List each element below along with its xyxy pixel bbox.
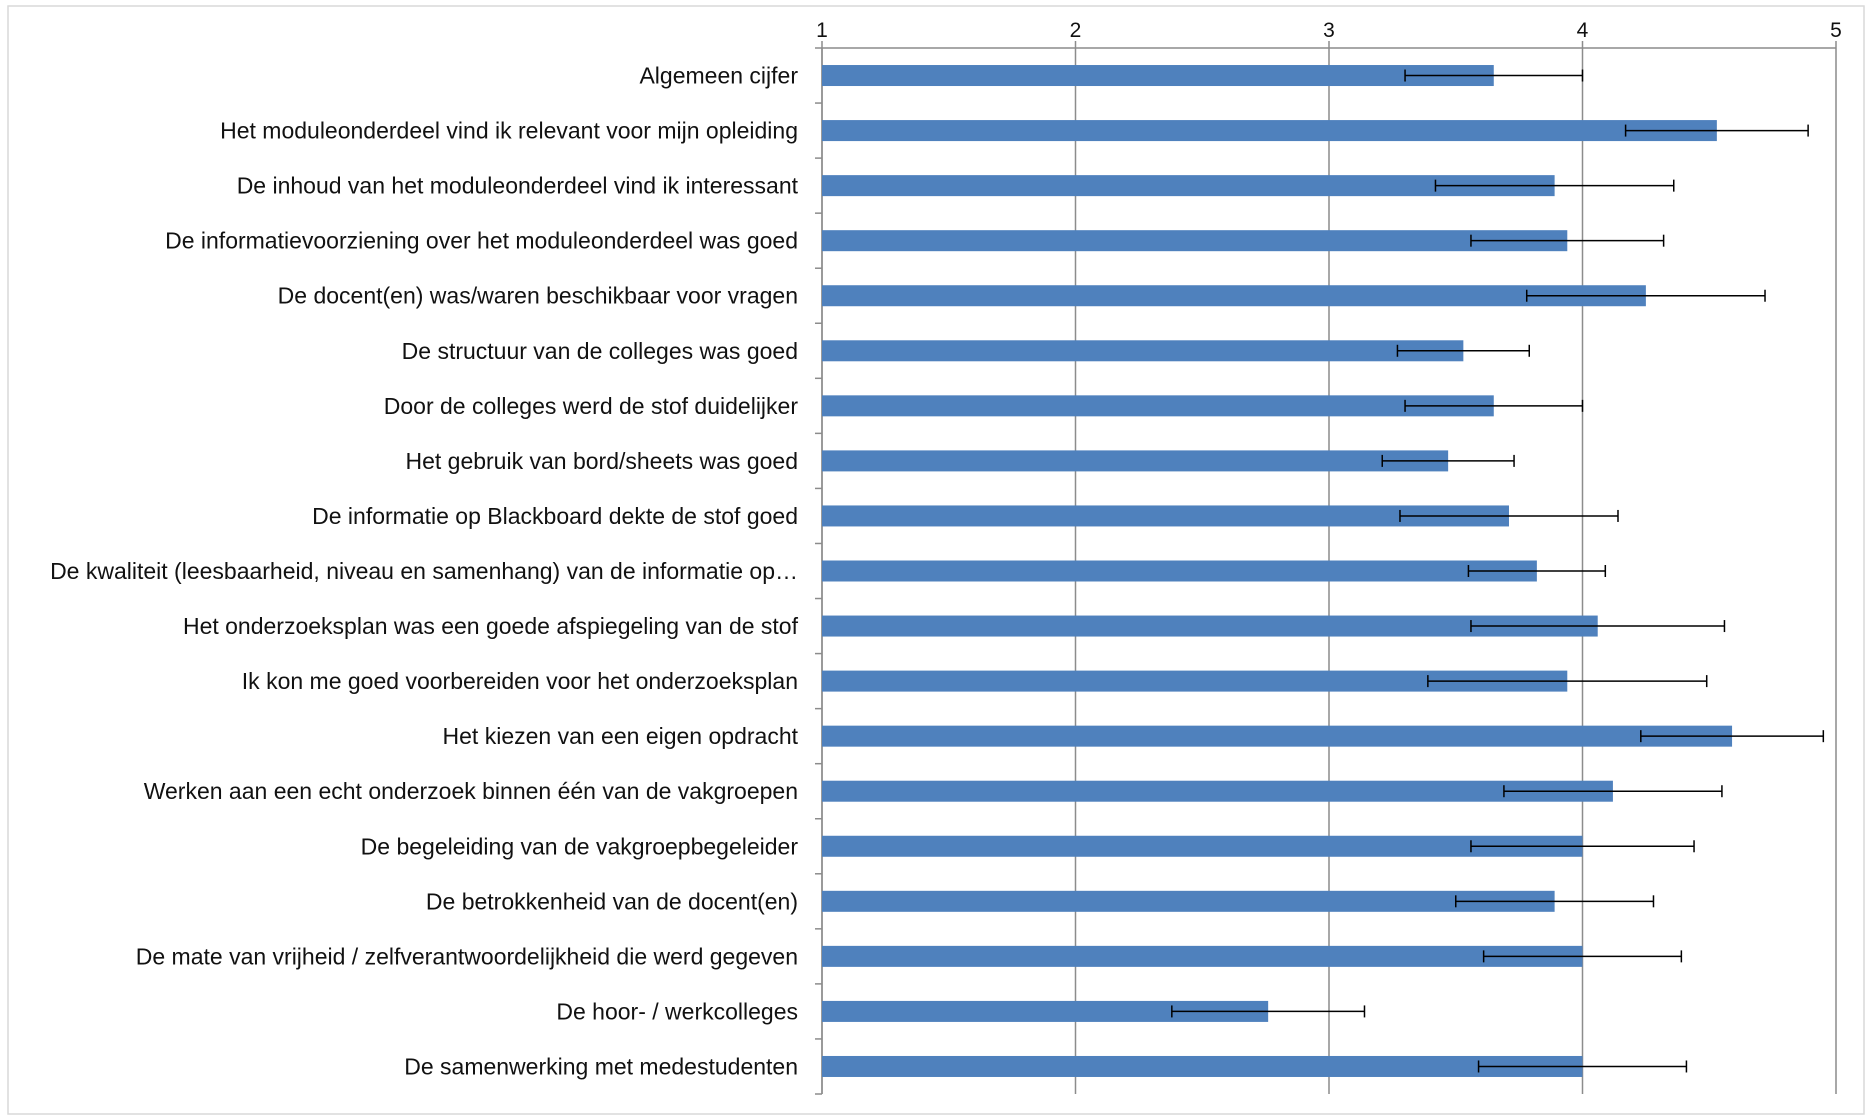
error-bars-layer: [1171, 69, 1825, 1073]
bar: [822, 670, 1568, 692]
bar: [822, 120, 1717, 142]
category-label: Door de colleges werd de stof duidelijke…: [384, 393, 799, 419]
category-label: De informatievoorziening over het module…: [165, 228, 798, 254]
bar: [822, 835, 1583, 857]
category-label: De structuur van de colleges was goed: [402, 338, 798, 364]
bar: [822, 395, 1494, 417]
bar: [822, 1000, 1269, 1022]
bars-layer: [822, 65, 1733, 1077]
category-label: De inhoud van het moduleonderdeel vind i…: [237, 173, 799, 199]
bar: [822, 615, 1598, 637]
tick-labels-layer: 1 2 3 4 5: [816, 19, 1842, 42]
category-label: Het gebruik van bord/sheets was goed: [405, 448, 798, 474]
category-label: De docent(en) was/waren beschikbaar voor…: [278, 283, 798, 309]
category-label: Het kiezen van een eigen opdracht: [443, 723, 799, 749]
x-tick-label: 1: [816, 19, 828, 42]
bar: [822, 505, 1509, 527]
category-label: De betrokkenheid van de docent(en): [426, 888, 798, 914]
x-tick-label: 5: [1830, 19, 1842, 42]
category-label: Werken aan een echt onderzoek binnen één…: [144, 778, 798, 804]
category-label: Ik kon me goed voorbereiden voor het ond…: [242, 668, 798, 694]
category-label: De begeleiding van de vakgroepbegeleider: [361, 833, 799, 859]
x-tick-label: 2: [1070, 19, 1082, 42]
bar: [822, 780, 1613, 802]
bar: [822, 175, 1555, 197]
bar: [822, 230, 1568, 252]
category-label: Het onderzoeksplan was een goede afspieg…: [183, 613, 799, 639]
category-label: Het moduleonderdeel vind ik relevant voo…: [220, 118, 798, 144]
bar: [822, 65, 1494, 87]
category-label: De samenwerking met medestudenten: [404, 1053, 798, 1079]
category-label: De mate van vrijheid / zelfverantwoordel…: [136, 943, 798, 969]
bar: [822, 1055, 1583, 1077]
x-tick-label: 3: [1323, 19, 1335, 42]
category-label: De kwaliteit (leesbaarheid, niveau en sa…: [50, 558, 798, 584]
bar: [822, 725, 1733, 747]
bar: [822, 560, 1537, 582]
bar: [822, 945, 1583, 967]
category-label: Algemeen cijfer: [639, 63, 798, 89]
bar: [822, 340, 1464, 362]
category-labels-layer: Algemeen cijfer Het moduleonderdeel vind …: [50, 63, 799, 1080]
category-label: De hoor- / werkcolleges: [556, 998, 798, 1024]
category-label: De informatie op Blackboard dekte de sto…: [312, 503, 798, 529]
x-tick-label: 4: [1577, 19, 1589, 42]
bar: [822, 890, 1555, 912]
bar: [822, 450, 1449, 472]
bar: [822, 285, 1646, 307]
